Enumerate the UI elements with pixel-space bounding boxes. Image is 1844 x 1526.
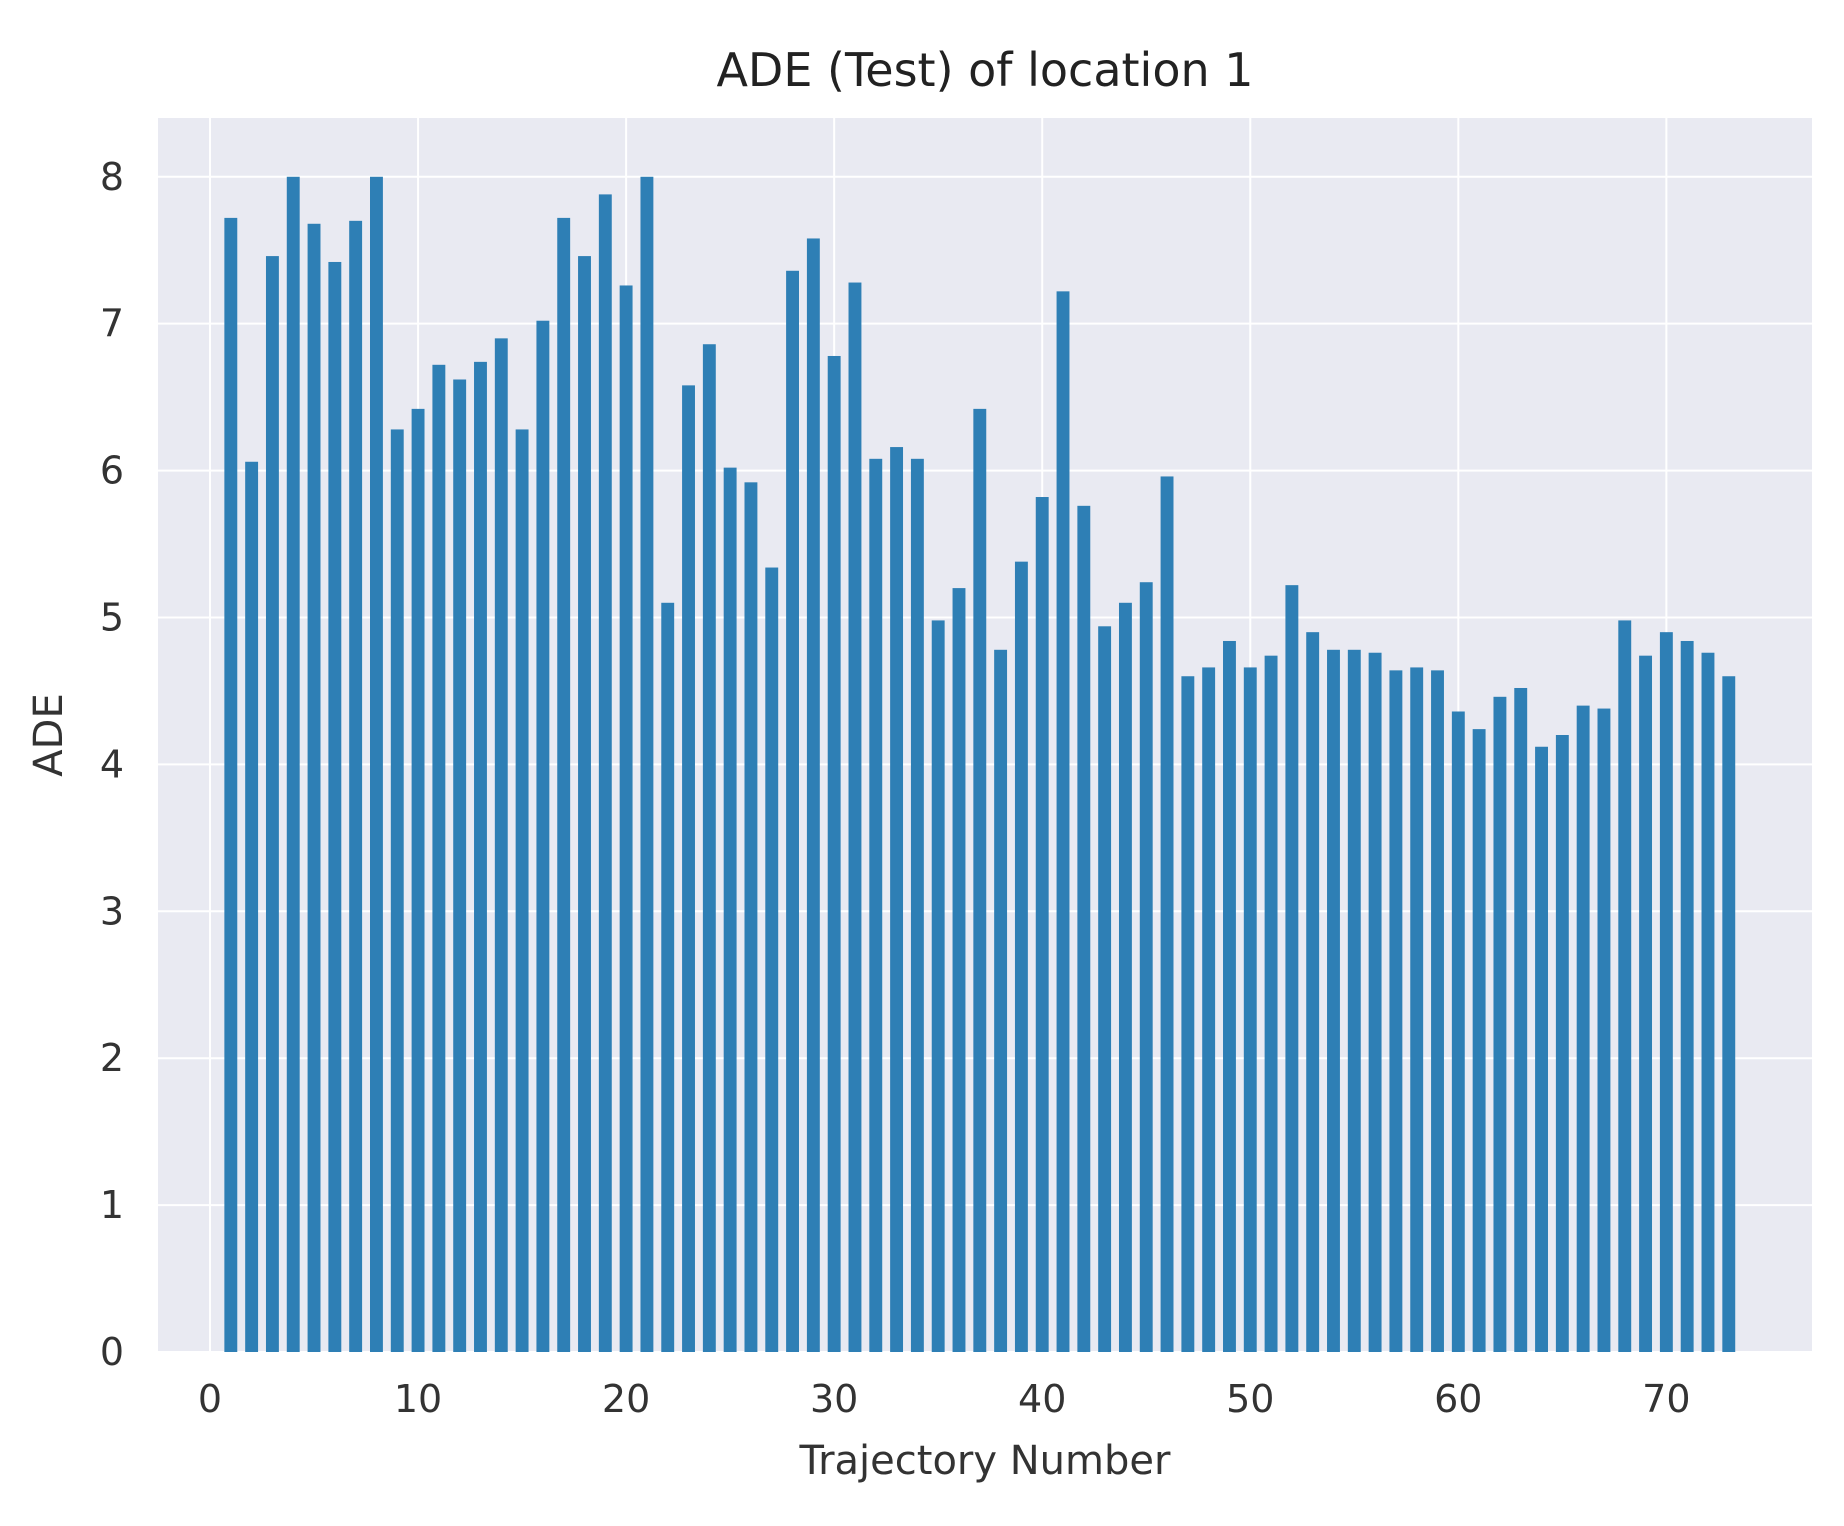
y-axis-title: ADE — [26, 693, 72, 776]
bar-trajectory-59 — [1431, 670, 1444, 1352]
bar-trajectory-58 — [1410, 667, 1424, 1352]
bar-trajectory-42 — [1077, 505, 1091, 1352]
bar-trajectory-22 — [661, 602, 675, 1352]
bar-trajectory-15 — [515, 429, 529, 1352]
bar-trajectory-37 — [973, 408, 987, 1352]
bar-trajectory-45 — [1139, 582, 1153, 1352]
bar-trajectory-73 — [1722, 676, 1736, 1352]
bar-trajectory-68 — [1618, 620, 1632, 1352]
bar-trajectory-18 — [578, 256, 591, 1353]
bar-trajectory-3 — [265, 256, 279, 1353]
bar-trajectory-54 — [1327, 649, 1340, 1352]
bar-trajectory-71 — [1680, 640, 1694, 1352]
bar-trajectory-20 — [619, 285, 633, 1352]
bar-trajectory-28 — [786, 270, 800, 1352]
bar-trajectory-36 — [952, 588, 966, 1352]
bar-trajectory-38 — [994, 649, 1008, 1352]
bar-trajectory-17 — [557, 217, 571, 1352]
bar-trajectory-31 — [848, 282, 862, 1352]
bar-trajectory-60 — [1451, 711, 1465, 1352]
bar-trajectory-7 — [349, 220, 363, 1352]
x-tick-label: 20 — [602, 1377, 650, 1421]
bar-trajectory-52 — [1285, 585, 1299, 1352]
bar-trajectory-26 — [744, 482, 758, 1352]
x-tick-label: 50 — [1226, 1377, 1274, 1421]
y-tick-label: 6 — [100, 449, 124, 493]
bar-trajectory-62 — [1493, 696, 1507, 1352]
y-tick-label: 5 — [100, 595, 124, 639]
bar-trajectory-29 — [806, 238, 820, 1352]
x-axis-title: Trajectory Number — [799, 1438, 1171, 1484]
bars — [224, 176, 1736, 1353]
y-tick-label: 0 — [100, 1330, 124, 1374]
bar-trajectory-23 — [682, 385, 695, 1352]
bar-trajectory-32 — [869, 458, 883, 1352]
bar-trajectory-10 — [411, 408, 425, 1352]
bar-trajectory-1 — [224, 217, 238, 1352]
chart-title: ADE (Test) of location 1 — [716, 43, 1253, 97]
bar-trajectory-16 — [536, 320, 550, 1353]
bar-trajectory-11 — [432, 364, 446, 1352]
bar-trajectory-19 — [598, 194, 612, 1352]
bar-trajectory-33 — [890, 447, 904, 1353]
bar-trajectory-24 — [702, 344, 716, 1352]
bar-trajectory-53 — [1306, 632, 1320, 1352]
bar-trajectory-41 — [1056, 291, 1070, 1352]
x-tick-label: 70 — [1642, 1377, 1690, 1421]
bar-trajectory-56 — [1368, 652, 1382, 1352]
bar-trajectory-27 — [765, 567, 779, 1352]
y-tick-label: 3 — [100, 889, 124, 933]
x-tick-label: 40 — [1018, 1377, 1066, 1421]
y-tick-label: 8 — [100, 155, 124, 199]
bar-trajectory-70 — [1659, 632, 1673, 1352]
x-tick-labels: 0 10 20 30 40 50 60 70 — [198, 1377, 1691, 1421]
bar-trajectory-35 — [931, 620, 945, 1352]
bar-trajectory-30 — [827, 355, 841, 1352]
bar-trajectory-14 — [494, 338, 508, 1352]
bar-trajectory-4 — [286, 176, 300, 1352]
bar-trajectory-63 — [1514, 687, 1528, 1352]
bar-trajectory-46 — [1160, 476, 1174, 1352]
bar-trajectory-50 — [1243, 667, 1257, 1352]
bar-trajectory-2 — [245, 461, 259, 1352]
bar-trajectory-64 — [1535, 746, 1548, 1352]
y-tick-label: 4 — [100, 742, 124, 786]
bar-trajectory-67 — [1597, 708, 1611, 1352]
bar-trajectory-21 — [640, 176, 654, 1352]
bar-trajectory-49 — [1223, 640, 1236, 1352]
bar-trajectory-34 — [910, 458, 924, 1352]
bar-trajectory-47 — [1181, 676, 1195, 1352]
bar-trajectory-61 — [1472, 729, 1486, 1352]
bar-trajectory-51 — [1264, 655, 1278, 1352]
bar-trajectory-43 — [1098, 626, 1112, 1352]
bar-trajectory-48 — [1202, 667, 1216, 1352]
bar-trajectory-9 — [390, 429, 404, 1352]
bar-trajectory-5 — [307, 223, 321, 1352]
bar-trajectory-39 — [1014, 561, 1028, 1352]
x-tick-label: 30 — [810, 1377, 858, 1421]
x-tick-label: 60 — [1434, 1377, 1482, 1421]
bar-trajectory-65 — [1555, 735, 1569, 1352]
bar-trajectory-25 — [723, 467, 737, 1353]
bar-trajectory-72 — [1701, 652, 1715, 1352]
bar-trajectory-40 — [1035, 497, 1049, 1352]
bar-trajectory-12 — [453, 379, 467, 1352]
y-tick-label: 2 — [100, 1036, 124, 1080]
bar-trajectory-8 — [370, 176, 383, 1352]
bar-trajectory-69 — [1639, 655, 1653, 1352]
bar-trajectory-6 — [328, 261, 342, 1352]
bar-trajectory-66 — [1576, 705, 1590, 1352]
bar-trajectory-55 — [1347, 649, 1361, 1352]
bar-trajectory-13 — [474, 361, 487, 1352]
x-tick-label: 0 — [198, 1377, 222, 1421]
y-tick-label: 7 — [100, 302, 124, 346]
bar-trajectory-57 — [1389, 670, 1403, 1352]
y-tick-labels: 0 1 2 3 4 5 6 7 8 — [100, 155, 124, 1374]
x-tick-label: 10 — [394, 1377, 442, 1421]
bar-trajectory-44 — [1118, 602, 1132, 1352]
y-tick-label: 1 — [100, 1183, 124, 1227]
